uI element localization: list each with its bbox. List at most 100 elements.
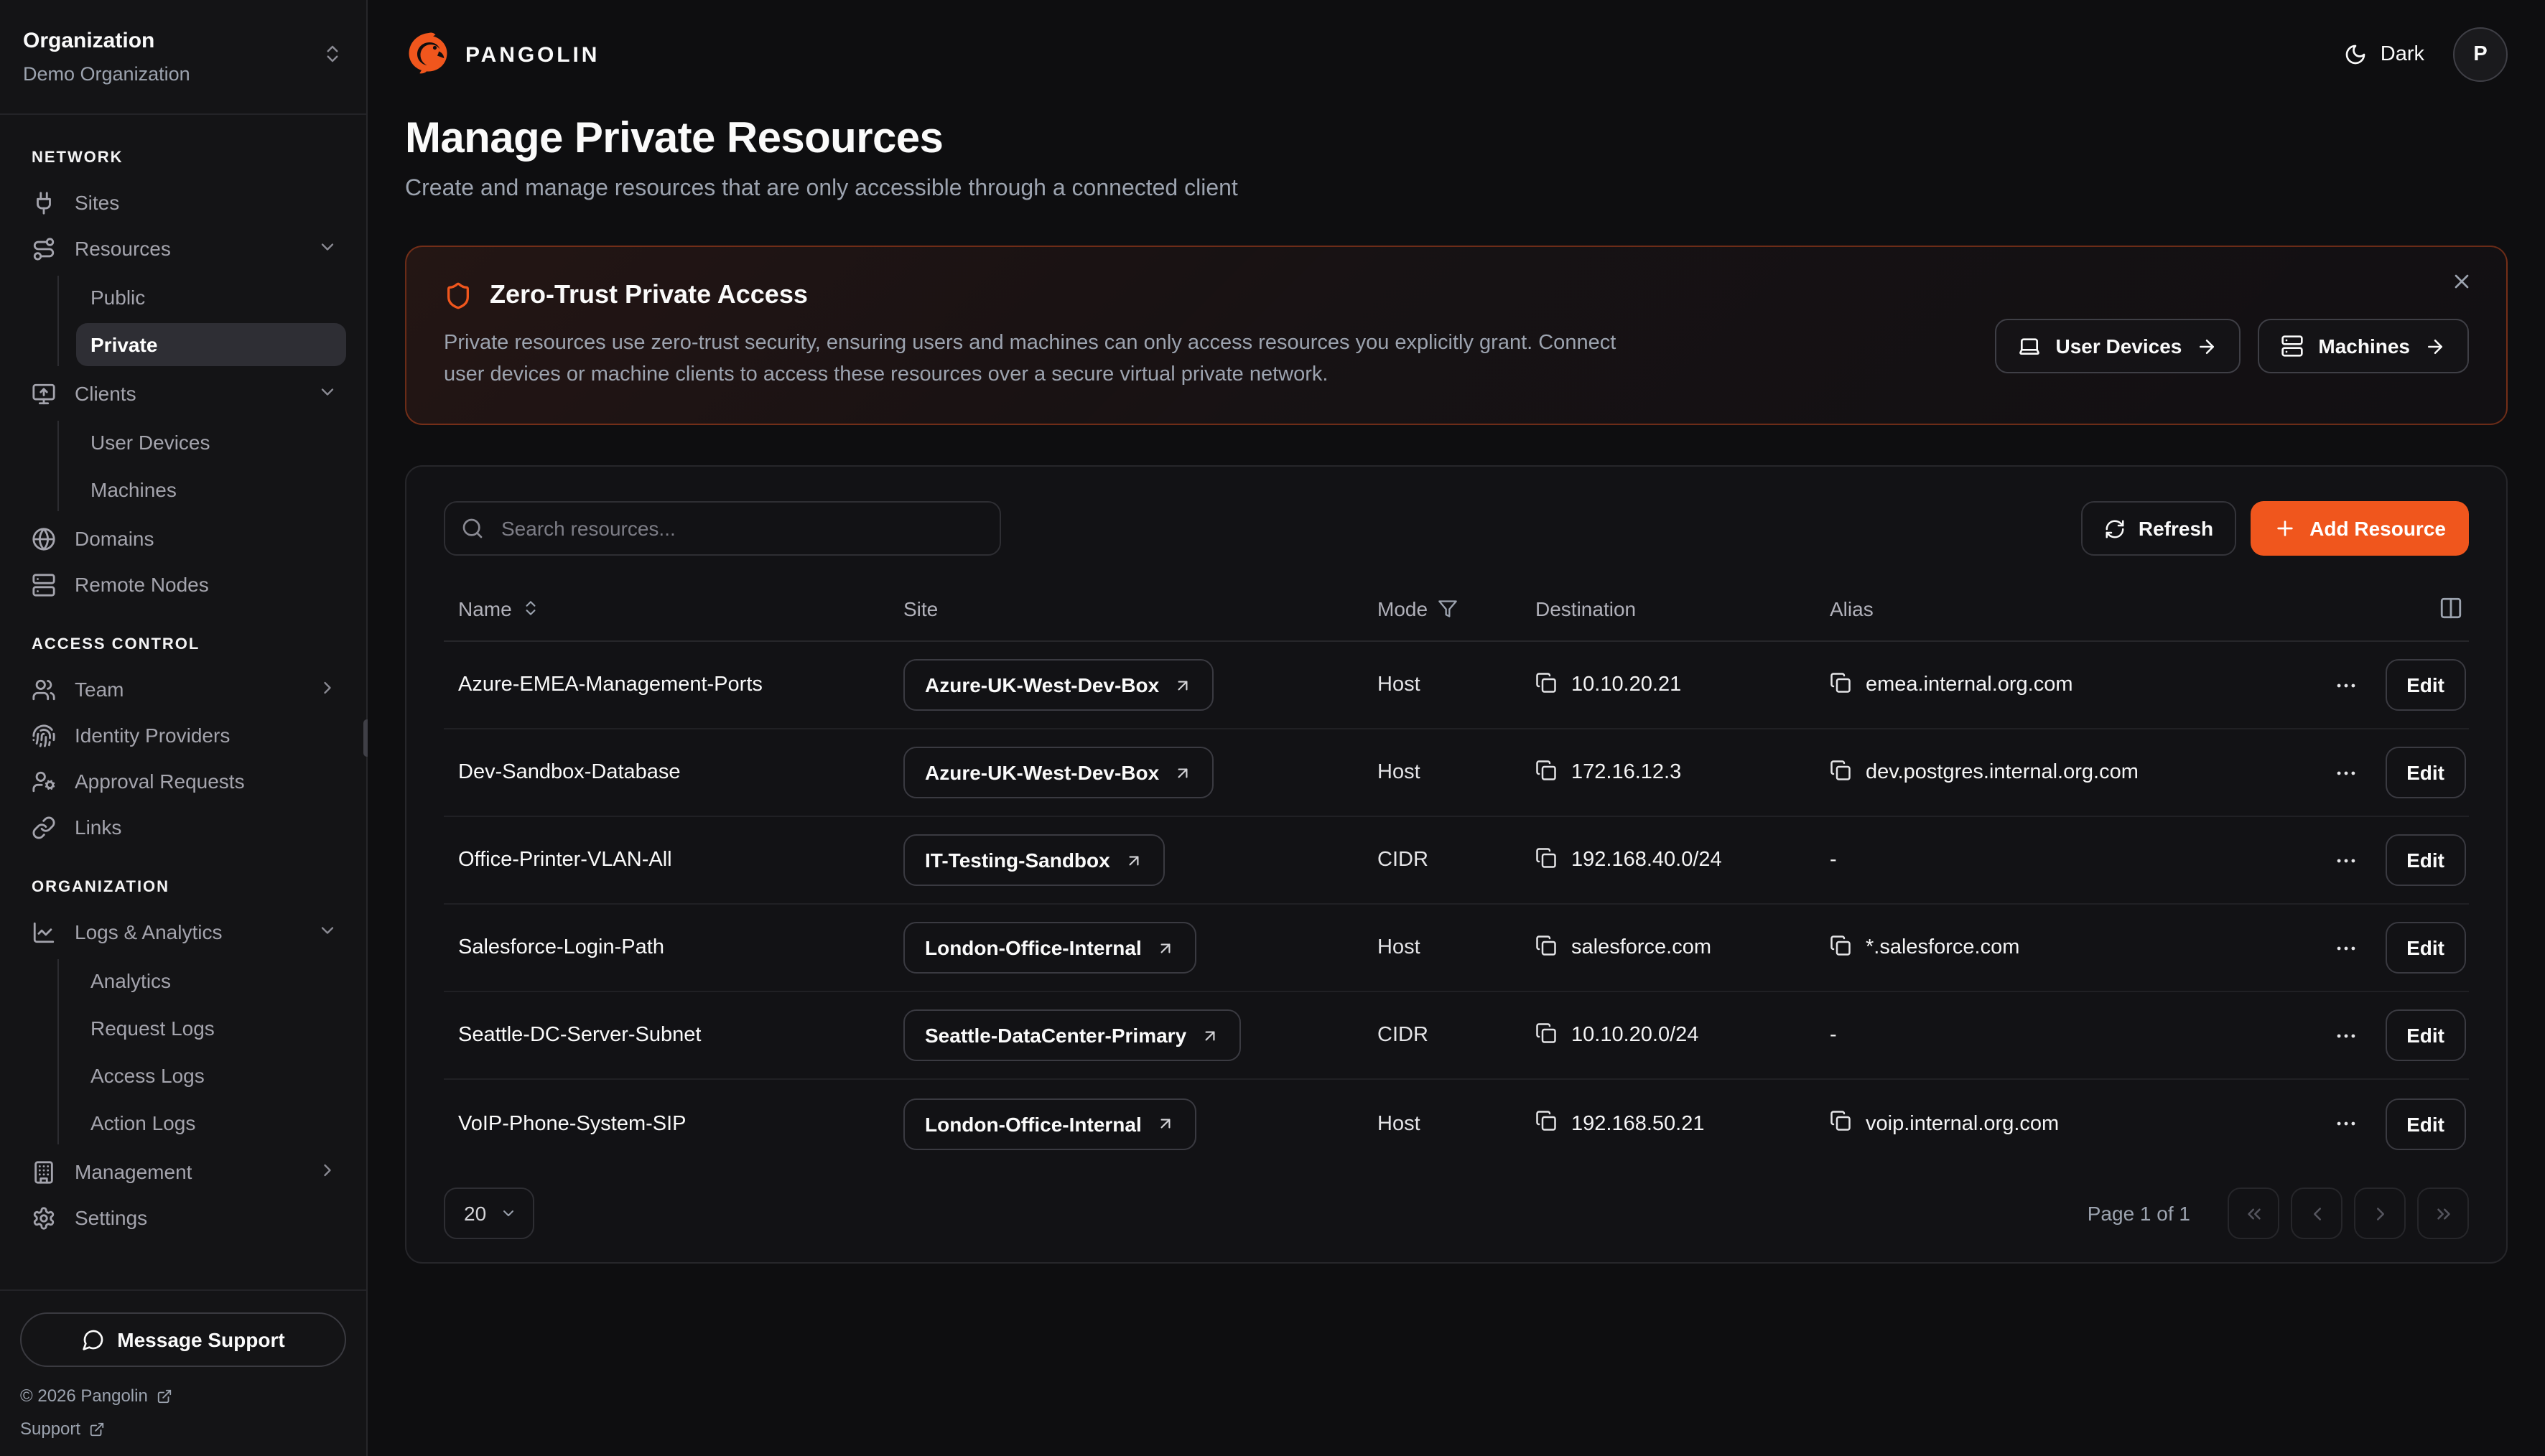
sidebar-item-approval-requests[interactable]: Approval Requests [14,758,352,804]
site-link-button[interactable]: IT-Testing-Sandbox [903,834,1165,886]
row-menu-button[interactable] [2327,930,2363,966]
close-icon[interactable] [2442,269,2482,294]
copy-icon[interactable] [1535,1022,1557,1049]
sidebar-item-resources[interactable]: Resources [14,225,352,271]
sidebar-item-logs-analytics[interactable]: Logs & Analytics [14,909,352,955]
sidebar-item-links[interactable]: Links [14,804,352,850]
machines-label: Machines [2318,335,2410,358]
add-resource-button[interactable]: Add Resource [2251,501,2469,556]
edit-button[interactable]: Edit [2385,834,2466,886]
arrow-up-right-icon [1173,763,1192,782]
sidebar-item-settings[interactable]: Settings [14,1195,352,1241]
sidebar-item-clients[interactable]: Clients [14,370,352,416]
filter-icon[interactable] [1438,598,1458,618]
sort-icon[interactable] [522,599,541,617]
edit-button[interactable]: Edit [2385,1098,2466,1149]
sidebar-item-label: Team [75,678,124,701]
sidebar-item-private[interactable]: Private [76,323,346,366]
edit-button[interactable]: Edit [2385,659,2466,711]
copy-icon[interactable] [1830,934,1851,961]
arrow-up-right-icon [1156,1114,1175,1133]
sidebar-item-analytics[interactable]: Analytics [76,959,346,1002]
section-label-network: NETWORK [32,149,124,167]
destination-value: 10.10.20.0/24 [1571,1024,1699,1047]
last-page-button[interactable] [2417,1187,2469,1239]
refresh-icon [2104,518,2126,539]
avatar[interactable]: P [2453,27,2508,82]
site-link-button[interactable]: Seattle-DataCenter-Primary [903,1009,1242,1061]
site-link-button[interactable]: Azure-UK-West-Dev-Box [903,747,1214,798]
copy-icon[interactable] [1830,1110,1851,1137]
copy-icon[interactable] [1535,671,1557,699]
resource-mode: Host [1377,761,1420,784]
sidebar-item-management[interactable]: Management [14,1149,352,1195]
site-link-button[interactable]: London-Office-Internal [903,922,1196,974]
theme-toggle[interactable]: Dark [2345,43,2424,66]
arrow-right-icon [2424,335,2446,357]
machines-button[interactable]: Machines [2258,319,2469,373]
edit-button[interactable]: Edit [2385,1009,2466,1061]
sidebar-item-identity-providers[interactable]: Identity Providers [14,712,352,758]
page-size-value: 20 [464,1202,487,1225]
user-devices-button[interactable]: User Devices [1995,319,2241,373]
row-menu-button[interactable] [2327,1017,2363,1053]
sidebar-item-machines[interactable]: Machines [76,468,346,511]
site-name: London-Office-Internal [925,1112,1142,1135]
search-input[interactable] [444,501,1001,556]
message-support-button[interactable]: Message Support [20,1312,346,1367]
site-link-button[interactable]: London-Office-Internal [903,1098,1196,1149]
alias-value: emea.internal.org.com [1866,673,2073,696]
column-label: Name [458,597,512,620]
sidebar-item-label: Analytics [90,969,172,992]
sidebar-item-label: Remote Nodes [75,573,209,596]
sidebar-resize-handle[interactable] [363,719,371,757]
refresh-button[interactable]: Refresh [2080,501,2237,556]
copy-icon[interactable] [1535,1110,1557,1137]
copy-icon[interactable] [1830,671,1851,699]
row-menu-button[interactable] [2327,842,2363,878]
copy-icon[interactable] [1535,934,1557,961]
copy-icon[interactable] [1830,759,1851,786]
columns-toggle[interactable] [2253,596,2469,620]
support-link[interactable]: Support [20,1419,346,1439]
sidebar-item-request-logs[interactable]: Request Logs [76,1007,346,1050]
column-header-name[interactable]: Name [458,597,903,620]
column-header-alias: Alias [1830,597,2253,620]
edit-button[interactable]: Edit [2385,922,2466,974]
message-support-label: Message Support [117,1328,285,1351]
sidebar-item-sites[interactable]: Sites [14,179,352,225]
row-menu-button[interactable] [2327,755,2363,790]
column-label: Site [903,597,939,620]
sidebar-item-label: Sites [75,191,120,214]
resource-destination: 10.10.20.0/24 [1535,1022,1830,1049]
copy-icon[interactable] [1535,759,1557,786]
alias-value: voip.internal.org.com [1866,1112,2060,1135]
resource-destination: 172.16.12.3 [1535,759,1830,786]
copyright-link[interactable]: © 2026 Pangolin [20,1386,346,1406]
sidebar-item-label: Approval Requests [75,770,245,793]
user-cog-icon [32,769,56,793]
copy-icon[interactable] [1535,846,1557,874]
resource-destination: salesforce.com [1535,934,1830,961]
org-switcher[interactable]: Organization Demo Organization [0,0,366,115]
site-link-button[interactable]: Azure-UK-West-Dev-Box [903,659,1214,711]
sidebar-item-access-logs[interactable]: Access Logs [76,1054,346,1097]
chevron-right-icon [317,677,338,701]
sidebar-item-domains[interactable]: Domains [14,515,352,561]
first-page-button[interactable] [2228,1187,2279,1239]
sidebar-item-remote-nodes[interactable]: Remote Nodes [14,561,352,607]
row-menu-button[interactable] [2327,1106,2363,1142]
next-page-button[interactable] [2354,1187,2406,1239]
sidebar-item-public[interactable]: Public [76,276,346,319]
topbar-right: Dark P [2345,27,2508,82]
sidebar-item-user-devices[interactable]: User Devices [76,421,346,464]
brand-link[interactable]: PANGOLIN [405,32,600,78]
sidebar-item-action-logs[interactable]: Action Logs [76,1101,346,1144]
edit-button[interactable]: Edit [2385,747,2466,798]
sidebar-item-team[interactable]: Team [14,666,352,712]
prev-page-button[interactable] [2291,1187,2342,1239]
brand-wordmark: PANGOLIN [465,42,600,67]
sidebar-item-label: Settings [75,1206,148,1229]
page-size-select[interactable]: 20 [444,1187,534,1239]
row-menu-button[interactable] [2327,667,2363,703]
